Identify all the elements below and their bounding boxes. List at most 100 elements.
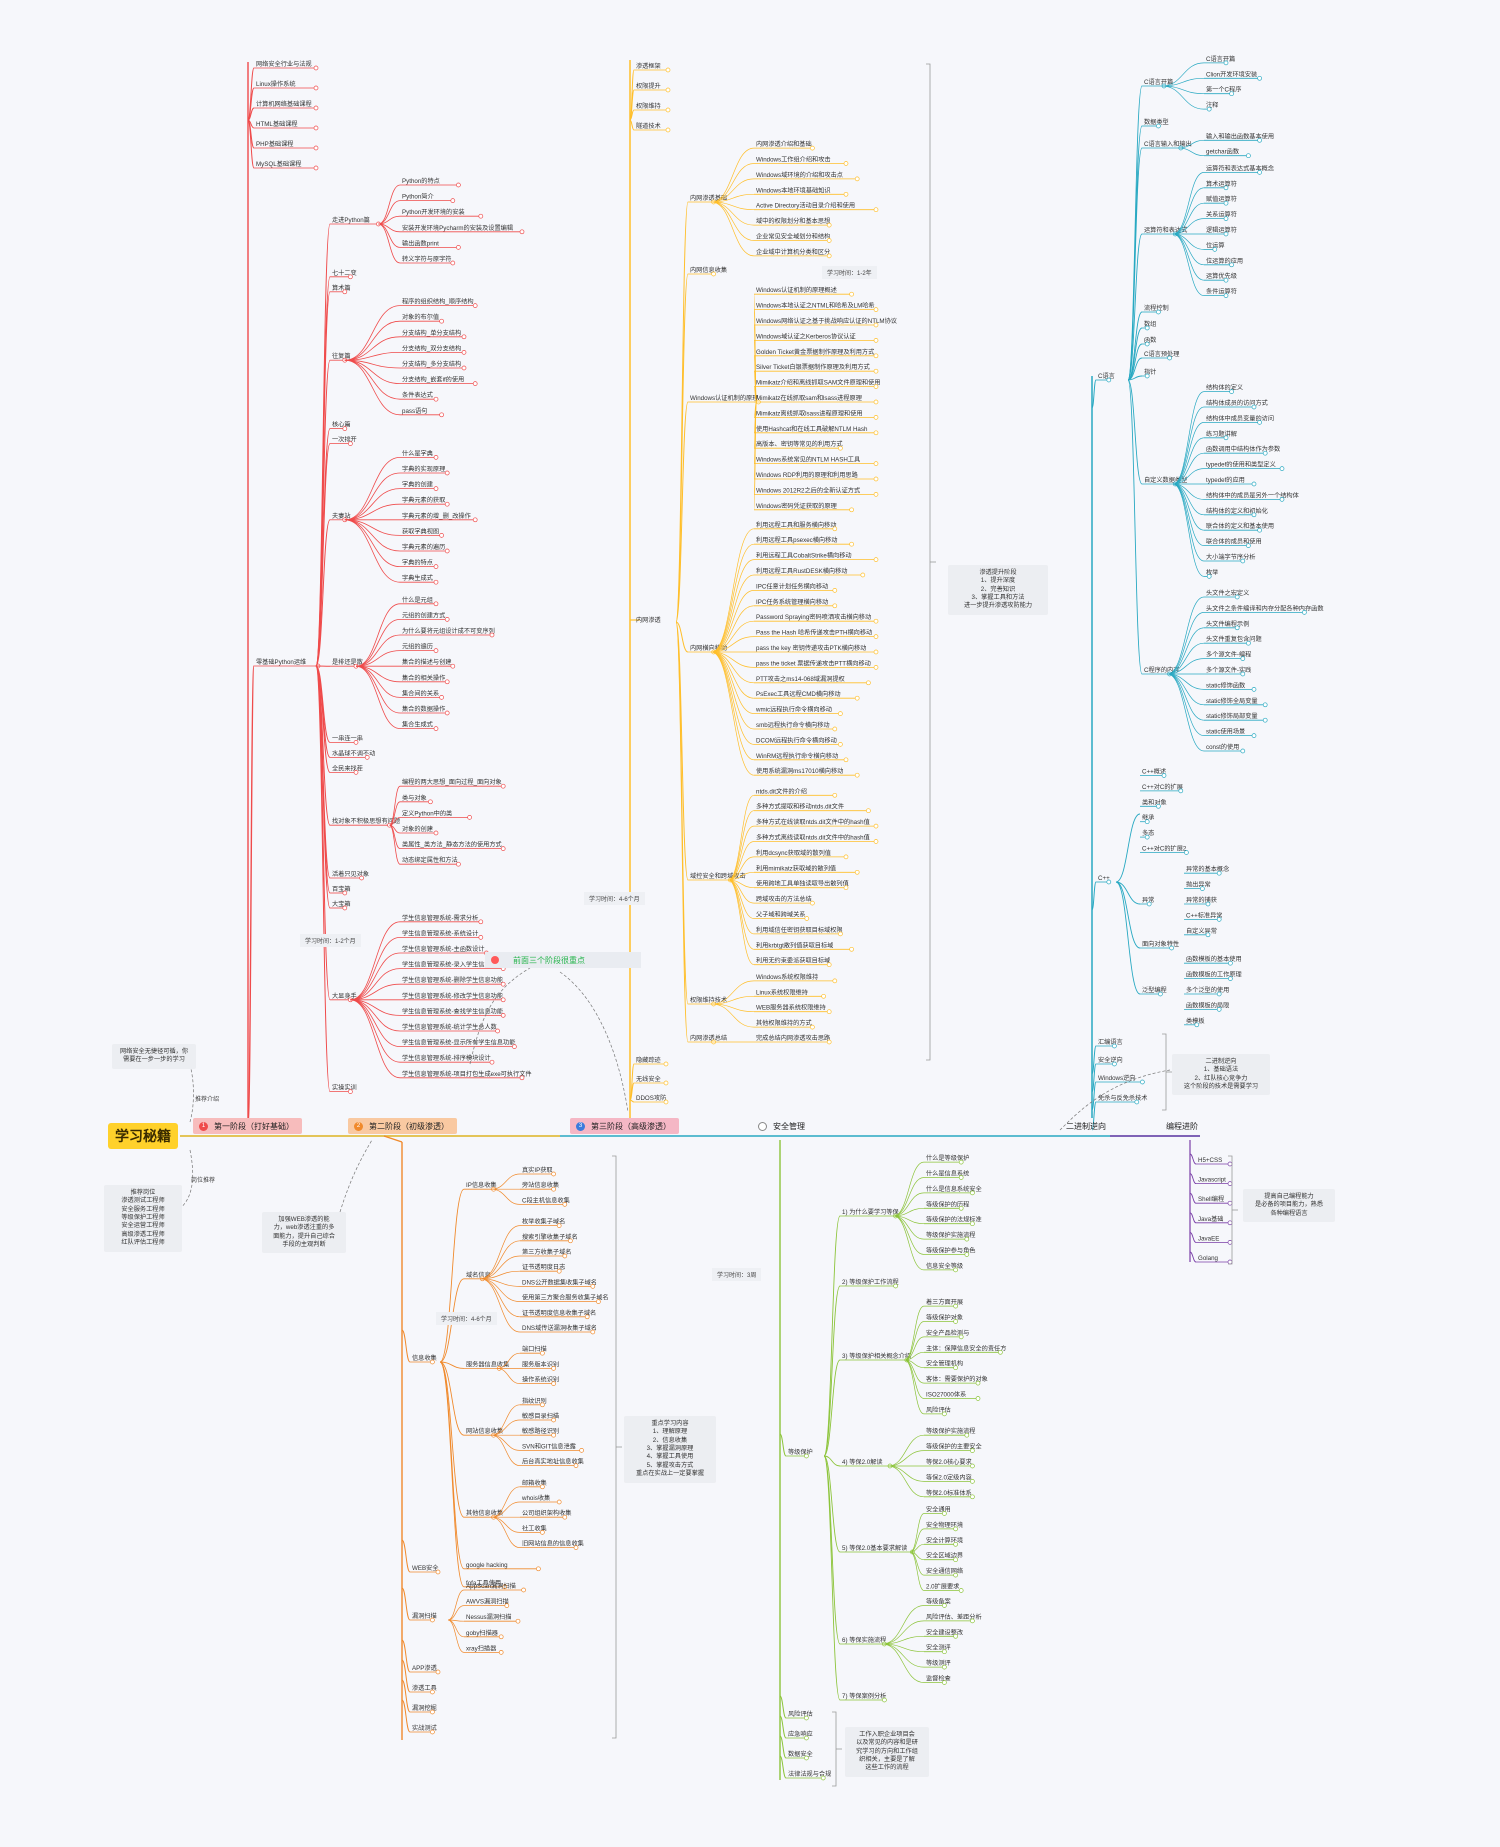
node-label[interactable]: 权限维持技术 bbox=[690, 996, 727, 1004]
collapse-toggle-icon[interactable] bbox=[500, 997, 506, 1003]
node-label[interactable]: 安全测评 bbox=[926, 1644, 951, 1652]
node-label[interactable]: 渗透框架 bbox=[636, 62, 661, 70]
node-label[interactable]: C++标准异常 bbox=[1186, 911, 1222, 919]
node-label[interactable]: C语言开篇 bbox=[1144, 78, 1173, 86]
collapse-toggle-icon[interactable] bbox=[843, 854, 849, 860]
node-label[interactable]: 七十二变 bbox=[332, 269, 357, 277]
collapse-toggle-icon[interactable] bbox=[970, 1221, 975, 1227]
collapse-toggle-icon[interactable] bbox=[556, 1223, 562, 1228]
node-label[interactable]: 第一个C程序 bbox=[1206, 86, 1241, 94]
collapse-toggle-icon[interactable] bbox=[1144, 373, 1150, 379]
collapse-toggle-icon[interactable] bbox=[500, 981, 506, 987]
collapse-toggle-icon[interactable] bbox=[313, 145, 319, 151]
collapse-toggle-icon[interactable] bbox=[942, 1511, 947, 1516]
node-label[interactable]: 结构体中成员变量的访问 bbox=[1206, 414, 1274, 422]
collapse-toggle-icon[interactable] bbox=[556, 1499, 562, 1505]
collapse-toggle-icon[interactable] bbox=[873, 649, 879, 655]
node-label[interactable]: Windows域环境的介绍和攻击点 bbox=[756, 171, 843, 179]
node-label[interactable]: 什么是信息系统安全 bbox=[926, 1185, 982, 1193]
collapse-toggle-icon[interactable] bbox=[500, 846, 506, 851]
collapse-toggle-icon[interactable] bbox=[433, 486, 439, 491]
collapse-toggle-icon[interactable] bbox=[1134, 1099, 1140, 1105]
node-label[interactable]: C++对C的扩展 bbox=[1142, 783, 1183, 791]
collapse-toggle-icon[interactable] bbox=[832, 588, 838, 593]
collapse-toggle-icon[interactable] bbox=[551, 1381, 556, 1386]
collapse-toggle-icon[interactable] bbox=[1228, 976, 1233, 981]
collapse-toggle-icon[interactable] bbox=[1227, 1200, 1233, 1206]
node-label[interactable]: 活着只见对象 bbox=[332, 870, 369, 878]
stage-reverse-node[interactable]: 二进制逆向 bbox=[1060, 1118, 1114, 1134]
node-label[interactable]: 安全物理环境 bbox=[926, 1521, 963, 1529]
collapse-toggle-icon[interactable] bbox=[478, 213, 484, 219]
collapse-toggle-icon[interactable] bbox=[1184, 850, 1189, 855]
node-label[interactable]: 练习题讲解 bbox=[1206, 430, 1237, 438]
node-label[interactable]: AWVS漏洞扫描 bbox=[466, 1598, 509, 1606]
node-label[interactable]: Shell编程 bbox=[1198, 1195, 1224, 1203]
collapse-toggle-icon[interactable] bbox=[970, 1448, 975, 1453]
node-label[interactable]: 集合间的关系 bbox=[402, 689, 439, 697]
collapse-toggle-icon[interactable] bbox=[958, 1159, 964, 1165]
collapse-toggle-icon[interactable] bbox=[873, 430, 879, 436]
node-label[interactable]: 利用无约束委派获取目标域 bbox=[756, 957, 830, 965]
node-label[interactable]: 抛出异常 bbox=[1186, 881, 1211, 889]
collapse-toggle-icon[interactable] bbox=[1262, 702, 1268, 708]
node-label[interactable]: 元组的遍历 bbox=[402, 643, 433, 651]
node-label[interactable]: Windows域认证之Kerberos协议认证 bbox=[756, 332, 856, 340]
node-label[interactable]: SVN和GIT信息泄露 bbox=[522, 1442, 577, 1450]
node-label[interactable]: 学生信息管理系统-修改学生信息功能 bbox=[402, 992, 503, 1000]
collapse-toggle-icon[interactable] bbox=[866, 808, 871, 814]
node-label[interactable]: 字典生成式 bbox=[402, 574, 433, 582]
collapse-toggle-icon[interactable] bbox=[1223, 435, 1229, 441]
node-label[interactable]: 往复篇 bbox=[332, 352, 351, 360]
node-label[interactable]: 类和对象 bbox=[1142, 798, 1167, 806]
node-label[interactable]: 头文件重复包含问题 bbox=[1206, 635, 1262, 643]
node-label[interactable]: C++概述 bbox=[1142, 768, 1166, 776]
node-label[interactable]: 真实IP获取 bbox=[522, 1166, 553, 1174]
collapse-toggle-icon[interactable] bbox=[1156, 123, 1161, 129]
collapse-toggle-icon[interactable] bbox=[873, 823, 879, 829]
collapse-toggle-icon[interactable] bbox=[1234, 594, 1240, 600]
collapse-toggle-icon[interactable] bbox=[849, 541, 854, 547]
collapse-toggle-icon[interactable] bbox=[843, 757, 849, 763]
node-label[interactable]: 分支结构_嵌套if的使用 bbox=[402, 376, 464, 384]
node-label[interactable]: 结构体中的成员是另外一个结构体 bbox=[1206, 491, 1300, 499]
collapse-toggle-icon[interactable] bbox=[1144, 341, 1150, 347]
node-label[interactable]: 4) 等保2.0解读 bbox=[842, 1458, 883, 1466]
collapse-toggle-icon[interactable] bbox=[843, 161, 849, 166]
node-label[interactable]: 学生信息管理系统-主函数设计 bbox=[402, 945, 485, 953]
node-label[interactable]: 渗透工具 bbox=[412, 1684, 437, 1692]
collapse-toggle-icon[interactable] bbox=[562, 1253, 568, 1259]
collapse-toggle-icon[interactable] bbox=[1302, 610, 1307, 615]
node-label[interactable]: 集合的相关操作 bbox=[402, 674, 445, 682]
collapse-toggle-icon[interactable] bbox=[1216, 917, 1222, 922]
node-label[interactable]: 学生信息管理系统-查找学生信息功能 bbox=[402, 1007, 503, 1015]
collapse-toggle-icon[interactable] bbox=[504, 1603, 510, 1608]
node-label[interactable]: 异常的捕获 bbox=[1186, 896, 1217, 904]
node-label[interactable]: 实操实训 bbox=[332, 1084, 357, 1092]
collapse-toggle-icon[interactable] bbox=[1178, 788, 1184, 794]
node-label[interactable]: 为什么要将元组设计成不可变序列 bbox=[402, 627, 495, 635]
node-label[interactable]: 旁站信息收集 bbox=[522, 1181, 559, 1189]
node-label[interactable]: 监督检查 bbox=[926, 1675, 951, 1683]
collapse-toggle-icon[interactable] bbox=[866, 680, 871, 686]
node-label[interactable]: pass the ticket 票据传递攻击PTT横向移动 bbox=[756, 659, 871, 667]
node-label[interactable]: 6) 等保实施流程 bbox=[842, 1636, 886, 1644]
collapse-toggle-icon[interactable] bbox=[854, 176, 860, 182]
collapse-toggle-icon[interactable] bbox=[1206, 106, 1212, 112]
node-label[interactable]: 网络安全行业与法规 bbox=[256, 60, 312, 68]
collapse-toggle-icon[interactable] bbox=[519, 229, 525, 235]
collapse-toggle-icon[interactable] bbox=[342, 905, 348, 911]
node-label[interactable]: 集合的描述与创建 bbox=[402, 658, 452, 666]
collapse-toggle-icon[interactable] bbox=[849, 946, 854, 952]
collapse-toggle-icon[interactable] bbox=[444, 548, 450, 554]
stage-3-node[interactable]: 3 第三阶段（高级渗透） bbox=[570, 1118, 679, 1134]
node-label[interactable]: 什么是等级保护 bbox=[926, 1154, 969, 1162]
node-label[interactable]: 安全产品检测与 bbox=[926, 1329, 969, 1337]
node-label[interactable]: 邮箱收集 bbox=[522, 1479, 547, 1487]
collapse-toggle-icon[interactable] bbox=[810, 900, 815, 906]
node-label[interactable]: 是排还是散 bbox=[332, 658, 363, 666]
collapse-toggle-icon[interactable] bbox=[1251, 733, 1257, 738]
node-label[interactable]: 内网渗透总结 bbox=[690, 1034, 727, 1042]
node-label[interactable]: PTT攻击之ms14-068域漏洞提权 bbox=[756, 675, 845, 683]
collapse-toggle-icon[interactable] bbox=[873, 353, 879, 359]
